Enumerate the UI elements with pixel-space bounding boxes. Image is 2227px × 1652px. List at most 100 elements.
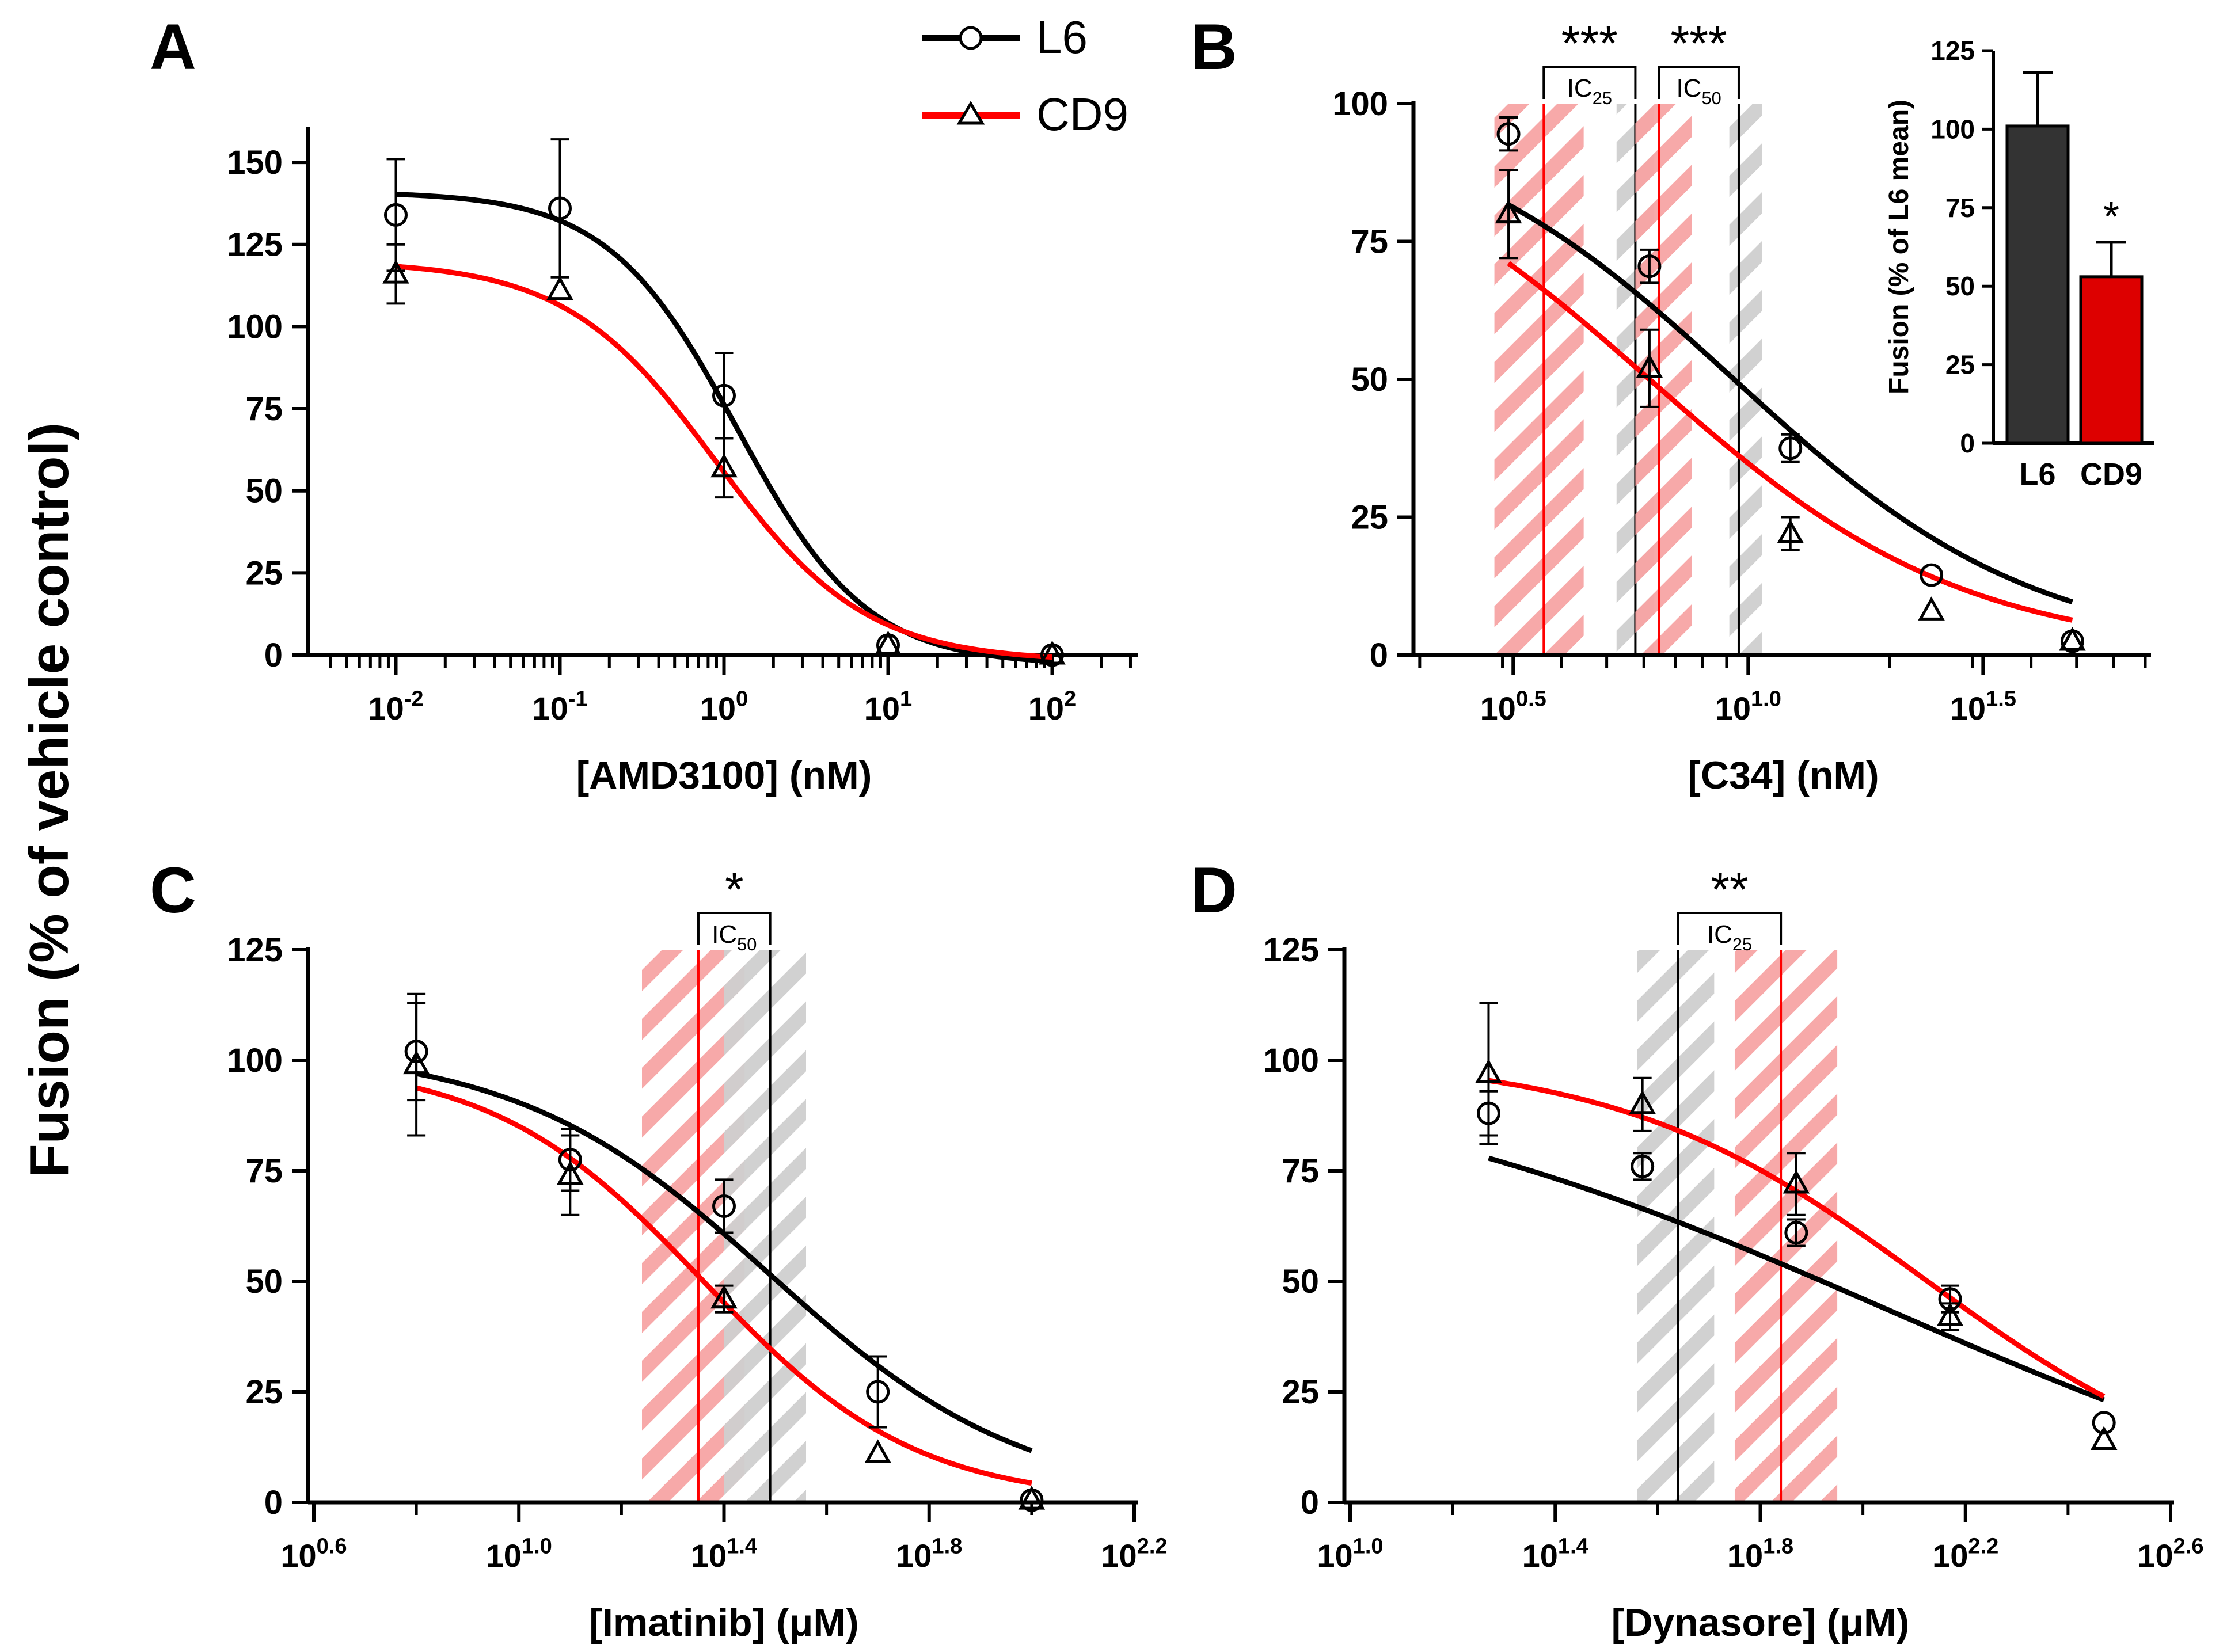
legend-l6-marker (959, 26, 983, 50)
data-point-l6 (384, 203, 408, 227)
x-tick-label: 101.8 (896, 1534, 962, 1574)
fit-curve-cd9 (1507, 261, 2073, 623)
panel-b-chart: 0 25 50 75 100 100.5 101.0 101.5 [C34] (nM) IC25 *… (1332, 16, 2151, 797)
data-point-cd9 (1475, 1059, 1502, 1083)
legend-cd9-label: CD9 (1036, 89, 1128, 140)
data-point-cd9 (1495, 199, 1522, 224)
panel-letter-b: B (1191, 11, 1237, 83)
x-axis-label: [Dynasore] (μM) (1612, 1601, 1910, 1645)
panel-c-chart: 0 25 50 75 100 125 100.6 101.0 101.4 101.8 102.2 [I… (227, 862, 1167, 1645)
data-point-cd9 (402, 1050, 430, 1075)
inset-y-tick-label: 75 (1945, 193, 1975, 223)
data-point-l6 (712, 383, 736, 408)
x-tick-label: 100.5 (1480, 687, 1546, 726)
y-tick-label: 100 (1263, 1042, 1319, 1079)
y-tick-label: 0 (264, 637, 283, 674)
y-tick-label: 75 (245, 1152, 283, 1190)
significance-stars: * (725, 862, 744, 916)
ic-confidence-band-gray (1637, 950, 1715, 1502)
x-tick-label: 102 (1028, 687, 1076, 726)
data-point-cd9 (1636, 353, 1663, 378)
legend-l6-label: L6 (1036, 12, 1088, 63)
fit-curve-l6 (1507, 202, 2073, 604)
y-tick-label: 150 (227, 144, 283, 181)
inset-y-tick-label: 0 (1960, 428, 1975, 458)
ic-bracket-label: IC50 (1676, 74, 1721, 108)
ic-bracket-label: IC25 (1707, 920, 1752, 954)
data-point-cd9 (2059, 626, 2086, 651)
significance-stars: ** (1711, 862, 1748, 916)
ic-bracket (1542, 66, 1637, 99)
y-tick-label: 25 (1282, 1373, 1319, 1411)
y-tick-label: 50 (245, 1263, 283, 1300)
x-tick-label: 101.0 (1317, 1534, 1383, 1574)
data-point-l6 (1631, 1154, 1655, 1178)
significance-stars: *** (1671, 16, 1727, 70)
y-tick-label: 125 (227, 931, 283, 969)
inset-x-tick-label: CD9 (2080, 457, 2142, 492)
ic-bracket-label: IC25 (1567, 74, 1612, 108)
ic-bracket-label: IC50 (712, 920, 757, 954)
x-axis-label: [C34] (nM) (1688, 753, 1879, 797)
data-point-cd9 (710, 1284, 738, 1309)
panel-d-chart: 0 25 50 75 100 125 101.0 101.4 101.8 102.2 102.6 [D… (1263, 862, 2203, 1645)
x-tick-label: 101 (864, 687, 912, 726)
x-tick-label: 10-2 (368, 687, 423, 726)
data-point-cd9 (1039, 640, 1066, 665)
panel-letter-d: D (1191, 854, 1237, 926)
significance-stars: *** (1561, 16, 1618, 70)
y-tick-label: 25 (1351, 499, 1388, 536)
data-point-cd9 (710, 453, 738, 478)
data-point-l6 (866, 1380, 890, 1404)
x-tick-label: 100 (700, 687, 748, 726)
inset-y-tick-label: 50 (1945, 271, 1975, 301)
panel-letter-c: C (150, 854, 196, 926)
data-point-cd9 (557, 1160, 584, 1185)
data-point-l6 (712, 1194, 736, 1218)
inset-significance-star: * (2103, 194, 2119, 240)
ic-bracket (1677, 912, 1783, 945)
x-tick-label: 102.2 (1932, 1534, 1998, 1574)
inset-y-tick-label: 25 (1945, 350, 1975, 380)
data-point-cd9 (1629, 1090, 1656, 1114)
data-point-cd9 (1936, 1302, 1964, 1326)
data-point-l6 (548, 196, 572, 220)
y-tick-label: 0 (1301, 1484, 1319, 1521)
data-point-l6 (2092, 1411, 2116, 1435)
inset-y-axis-label: Fusion (% of L6 mean) (1884, 100, 1914, 394)
y-tick-label: 25 (245, 1373, 283, 1411)
x-tick-label: 102.2 (1101, 1534, 1167, 1574)
x-axis-label: [AMD3100] (nM) (576, 753, 872, 797)
x-tick-label: 101.5 (1950, 687, 2016, 726)
y-tick-label: 75 (1351, 223, 1388, 261)
y-tick-label: 50 (1351, 361, 1388, 398)
panel-b-inset-bar-chart: 0 25 50 75 100 125 L6 CD9 * Fusion (% of L6 mean) (1884, 36, 2154, 492)
y-tick-label: 25 (245, 554, 283, 592)
ic-confidence-band-red (1635, 104, 1692, 655)
x-tick-label: 101.8 (1727, 1534, 1793, 1574)
x-axis-label: [Imatinib] (μM) (589, 1601, 858, 1645)
panel-a-chart: 0 25 50 75 100 125 150 10-2 10-1 100 101 102 [AMD310… (227, 127, 1138, 797)
y-tick-label: 125 (1263, 931, 1319, 969)
y-tick-label: 0 (1370, 637, 1388, 674)
x-tick-label: 101.4 (1522, 1534, 1588, 1574)
y-tick-label: 100 (1332, 85, 1388, 123)
y-tick-label: 75 (1282, 1152, 1319, 1190)
x-tick-label: 101.0 (486, 1534, 552, 1574)
ic-bracket (1658, 66, 1740, 99)
inset-y-tick-label: 100 (1930, 114, 1975, 144)
data-point-cd9 (546, 276, 573, 300)
fit-curve-l6 (1488, 1155, 2105, 1403)
data-point-l6 (1496, 122, 1521, 146)
shared-y-axis-label: Fusion (% of vehicle control) (18, 422, 80, 1178)
y-tick-label: 50 (1282, 1263, 1319, 1300)
data-point-cd9 (1777, 519, 1804, 543)
data-point-cd9 (1018, 1486, 1046, 1510)
y-tick-label: 100 (227, 308, 283, 345)
y-tick-label: 125 (227, 226, 283, 264)
data-point-cd9 (1918, 596, 1945, 621)
data-point-l6 (1784, 1221, 1808, 1245)
ic-bracket (697, 912, 772, 945)
data-point-cd9 (864, 1439, 891, 1464)
